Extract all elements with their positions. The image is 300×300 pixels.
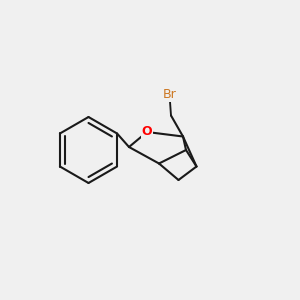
Text: O: O <box>142 125 152 139</box>
Text: Br: Br <box>163 88 176 101</box>
